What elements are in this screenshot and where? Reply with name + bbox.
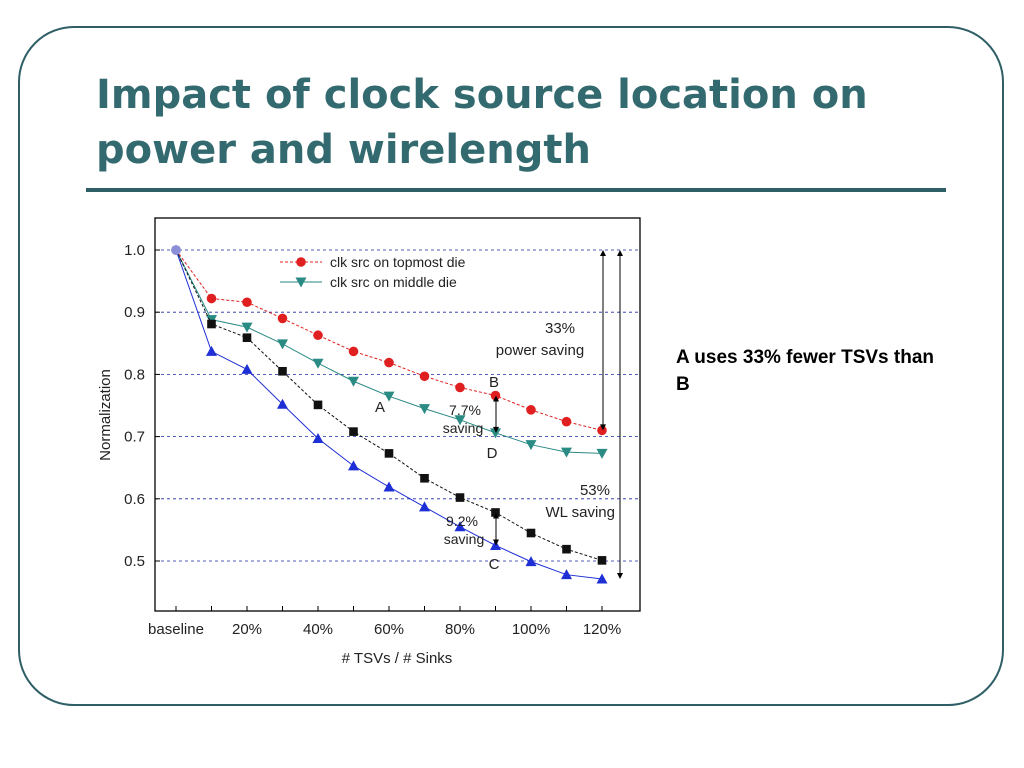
y-tick-label: 0.9 [124, 304, 145, 321]
x-tick-label: 80% [445, 621, 475, 638]
side-note: A uses 33% fewer TSVs than B [676, 347, 935, 395]
x-tick-label: baseline [148, 621, 204, 638]
data-point-square [313, 400, 323, 410]
data-point-triangle-down [454, 415, 466, 426]
data-point-square [278, 366, 287, 376]
x-tick-label: 20% [232, 621, 262, 638]
data-point-circle [348, 346, 359, 357]
y-tick-label: 0.7 [124, 429, 145, 446]
data-point-circle [490, 390, 501, 401]
data-point-triangle-down [312, 358, 324, 369]
data-point-triangle-up [312, 432, 324, 443]
data-point-circle [384, 357, 394, 368]
x-tick-label: 120% [583, 621, 621, 638]
data-point-triangle-down [596, 448, 608, 459]
data-point-triangle-up [525, 556, 537, 567]
data-point-triangle-down [383, 391, 395, 402]
y-axis-title: Normalization [97, 369, 114, 461]
y-tick-label: 1.0 [124, 242, 145, 259]
power-saving-percent: 33% [545, 320, 575, 337]
arrow-head-up [493, 512, 499, 519]
gap-top-percent: 7.7% [449, 402, 481, 418]
data-point-triangle-up [206, 345, 217, 356]
data-point-circle [561, 416, 572, 427]
curve-label-c: C [489, 556, 500, 573]
data-point-triangle-up [490, 539, 501, 550]
data-point-circle [296, 257, 306, 267]
arrow-head-up [493, 395, 499, 402]
data-point-circle [206, 293, 217, 304]
power-saving-label: power saving [496, 342, 584, 359]
data-point-square [420, 473, 429, 483]
data-point-circle [277, 313, 288, 324]
x-axis-title: # TSVs / # Sinks [342, 650, 453, 667]
data-point-square [597, 556, 607, 565]
data-point-circle [171, 245, 181, 255]
title-divider [86, 188, 946, 192]
y-tick-label: 0.8 [124, 366, 145, 383]
data-point-square [384, 449, 394, 458]
arrow-head-up [617, 250, 623, 256]
arrow-head-down [493, 539, 499, 546]
gap-bottom-percent: 9.2% [446, 513, 478, 529]
x-tick-label: 60% [374, 621, 404, 638]
gap-bottom-label: saving [444, 531, 484, 547]
data-point-square [491, 508, 500, 517]
curve-label-b: B [489, 374, 499, 391]
data-point-triangle-down [295, 277, 307, 288]
data-point-triangle-up [454, 521, 466, 532]
data-point-circle [313, 330, 323, 341]
slide-frame [18, 26, 1004, 706]
data-point-triangle-down [490, 428, 501, 439]
data-point-triangle-up [561, 569, 572, 580]
data-point-square [526, 528, 536, 538]
legend-label: clk src on topmost die [330, 254, 466, 270]
data-point-triangle-up [348, 460, 359, 471]
arrow-head-down [600, 424, 606, 431]
data-point-triangle-up [241, 363, 253, 374]
normalization-chart: 0.5 0.6 0.7 0.8 0.9 1.0 baseline 20% 40% 60% 80% 10… [97, 217, 641, 667]
data-point-triangle-up [383, 481, 395, 492]
data-point-square [242, 333, 252, 343]
data-point-triangle-down [419, 404, 430, 415]
gap-top-label: saving [443, 420, 483, 436]
data-point-square [455, 493, 465, 502]
data-point-triangle-down [277, 339, 288, 350]
curve-label-a: A [375, 399, 385, 416]
data-point-triangle-down [525, 440, 537, 451]
data-point-circle [597, 425, 607, 436]
data-point-triangle-down [348, 376, 359, 387]
data-point-circle [455, 382, 465, 393]
slide-title: Impact of clock source location on power… [96, 72, 868, 173]
arrow-head-up [600, 250, 606, 256]
data-point-square [562, 544, 571, 554]
data-point-square [349, 427, 358, 436]
curve-label-d: D [487, 445, 498, 462]
data-point-triangle-up [277, 398, 288, 409]
wl-saving-label: WL saving [546, 504, 615, 521]
x-tick-label: 100% [512, 621, 550, 638]
y-tick-label: 0.5 [124, 553, 145, 570]
data-point-circle [526, 405, 536, 415]
arrow-head-down [617, 573, 623, 580]
data-point-circle [419, 371, 430, 382]
arrow-head-down [493, 426, 499, 433]
plot-area-background [154, 217, 641, 612]
data-point-square [207, 319, 216, 329]
x-tick-label: 40% [303, 621, 333, 638]
wl-saving-percent: 53% [580, 482, 610, 499]
data-point-triangle-up [419, 501, 430, 512]
data-point-triangle-down [561, 447, 572, 458]
legend-label: clk src on middle die [330, 274, 457, 290]
y-tick-label: 0.6 [124, 491, 145, 508]
data-point-triangle-up [596, 573, 608, 584]
data-point-circle [242, 297, 252, 308]
data-point-triangle-down [241, 322, 253, 333]
